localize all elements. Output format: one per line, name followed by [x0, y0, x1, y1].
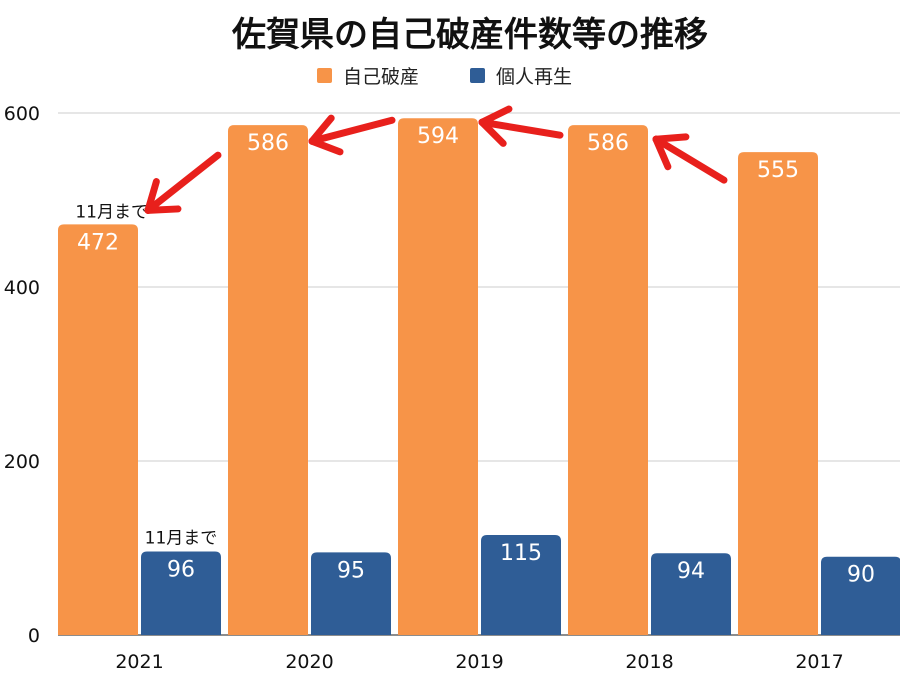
bar-2018-s1	[651, 553, 731, 635]
x-tick-label: 2021	[115, 651, 163, 673]
bar-value-label: 115	[500, 541, 542, 566]
bar-value-label: 586	[247, 131, 289, 156]
bar-2019-s0	[398, 118, 478, 636]
bar-2021-s0	[58, 224, 138, 636]
annotations: 11月まで 11月まで	[75, 202, 217, 548]
annotation-note: 11月まで	[145, 528, 218, 548]
bar-value-label: 96	[167, 557, 195, 582]
legend-label-kojin-saisei: 個人再生	[496, 66, 572, 88]
x-axis: 2021 2020 2019 2018 2017	[115, 651, 843, 673]
x-tick-label: 2019	[455, 651, 503, 673]
y-axis: 0 200 400 600	[4, 103, 40, 647]
legend-label-jiko-hasan: 自己破産	[343, 66, 419, 88]
bar-value-label: 586	[587, 131, 629, 156]
bar-2020-s0	[228, 125, 308, 636]
bar-value-label: 94	[677, 559, 705, 584]
bar-2019-s1	[481, 534, 561, 635]
bar-2018-s0	[568, 125, 648, 636]
arrow-2020-to-2021	[144, 151, 222, 214]
arrow-2019-to-2020	[308, 114, 396, 156]
trend-arrows	[144, 105, 728, 214]
arrow-2017-to-2018	[652, 133, 728, 184]
bars	[58, 118, 900, 636]
x-tick-label: 2018	[625, 651, 673, 673]
annotation-note: 11月まで	[75, 202, 148, 222]
y-tick-label: 0	[28, 625, 40, 647]
arrow-2018-to-2019	[478, 105, 564, 147]
bar-value-label: 472	[77, 230, 119, 255]
bar-value-label: 555	[757, 158, 799, 183]
bar-value-label: 90	[847, 563, 875, 588]
bar-2020-s1	[311, 552, 391, 635]
bar-2017-s0	[738, 152, 818, 635]
legend-swatch-jiko-hasan	[317, 68, 332, 83]
legend-swatch-kojin-saisei	[470, 68, 485, 83]
y-tick-label: 600	[4, 103, 40, 125]
legend: 自己破産 個人再生	[317, 66, 572, 88]
bar-2021-s1	[141, 551, 221, 635]
chart-title: 佐賀県の自己破産件数等の推移	[231, 15, 708, 55]
bar-2017-s1	[821, 556, 900, 635]
y-tick-label: 200	[4, 451, 40, 473]
y-tick-label: 400	[4, 277, 40, 299]
x-tick-label: 2020	[285, 651, 333, 673]
bar-value-label: 95	[337, 558, 365, 583]
bar-value-label: 594	[417, 124, 459, 149]
x-tick-label: 2017	[795, 651, 843, 673]
data-labels: 472 586 594 586 555 96 95 115 94 90	[77, 124, 875, 587]
